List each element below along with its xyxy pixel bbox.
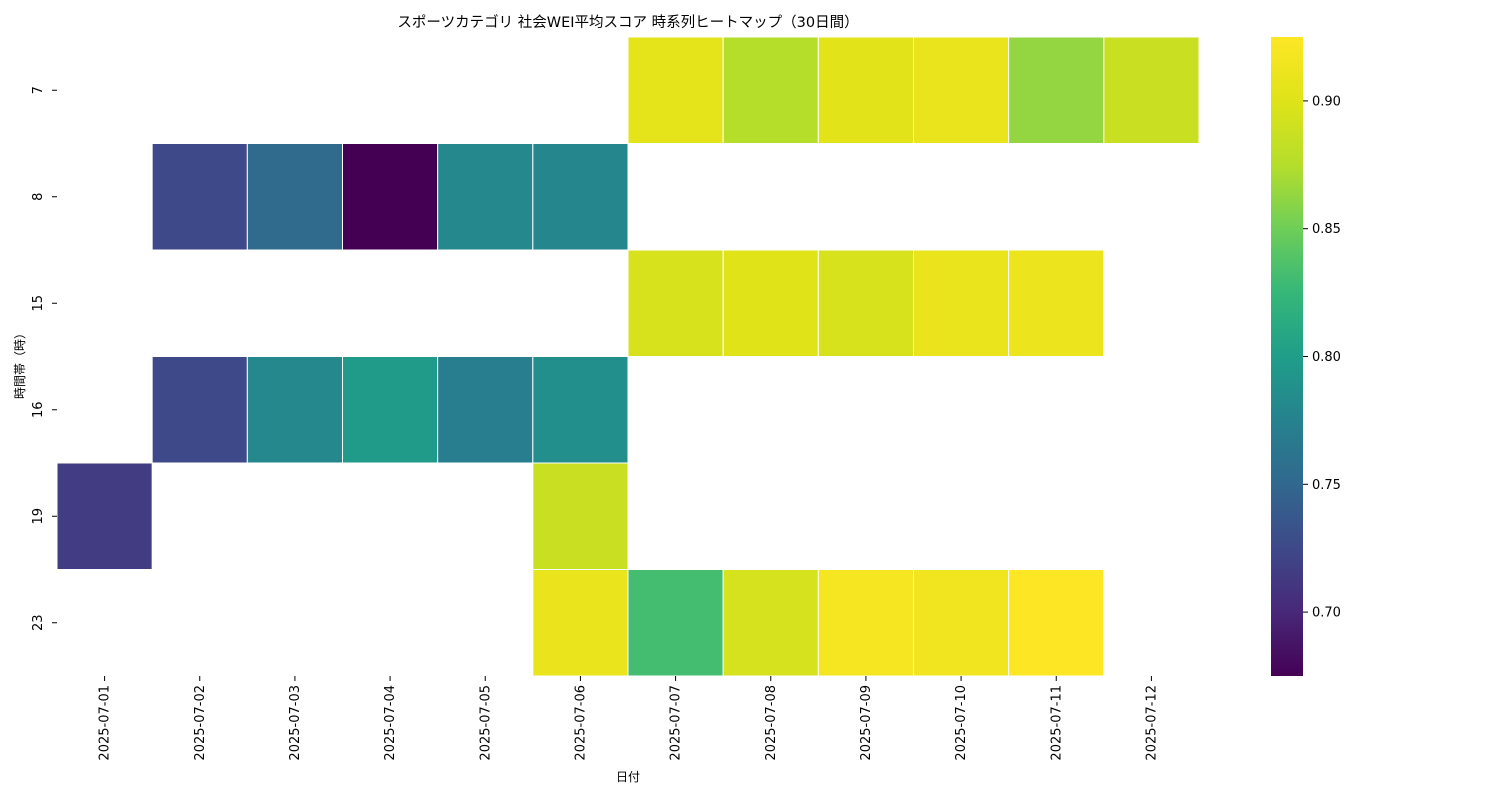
colorbar-gradient — [1271, 37, 1303, 676]
heatmap-cell — [722, 36, 819, 144]
x-tick-label: 2025-07-05 — [478, 685, 493, 761]
heatmap-cell — [532, 462, 629, 570]
heatmap-cell — [246, 356, 343, 464]
heatmap-cell — [532, 143, 629, 251]
heatmap-cell — [246, 143, 343, 251]
heatmap-cell — [342, 143, 439, 251]
colorbar-tick-label: 0.90 — [1312, 94, 1341, 109]
y-tick-label: 8 — [31, 193, 46, 201]
colorbar-tick-label: 0.70 — [1312, 606, 1341, 621]
heatmap-cell — [627, 569, 724, 677]
colorbar-tick-label: 0.80 — [1312, 350, 1341, 365]
x-tick-label: 2025-07-02 — [193, 685, 208, 761]
heatmap-cell — [817, 569, 914, 677]
y-tick-label: 16 — [31, 401, 46, 418]
heatmap-cell — [913, 36, 1010, 144]
x-tick-label: 2025-07-11 — [1049, 685, 1064, 761]
heatmap-cell — [56, 462, 153, 570]
y-axis-label: 時間帯（時） — [13, 327, 27, 399]
heatmap-cell — [1008, 249, 1105, 357]
heatmap-cell — [913, 569, 1010, 677]
x-axis: 2025-07-01 2025-07-02 2025-07-03 2025-07-04… — [98, 676, 1159, 761]
heatmap-cell — [722, 249, 819, 357]
heatmap-cell — [1103, 36, 1200, 144]
chart-title: スポーツカテゴリ 社会WEI平均スコア 時系列ヒートマップ（30日間） — [397, 13, 858, 31]
heatmap-cell — [437, 143, 534, 251]
heatmap-cell — [437, 356, 534, 464]
x-axis-label: 日付 — [616, 770, 640, 784]
heatmap-cell — [627, 249, 724, 357]
y-tick-label: 7 — [31, 86, 46, 94]
heatmap-cell — [817, 249, 914, 357]
colorbar-tick-label: 0.85 — [1312, 222, 1341, 237]
y-tick-label: 15 — [31, 295, 46, 312]
x-tick-label: 2025-07-06 — [573, 685, 588, 761]
colorbar: 0.70 0.75 0.80 0.85 0.90 — [1271, 37, 1341, 676]
heatmap-cell — [532, 569, 629, 677]
y-tick-label: 19 — [31, 508, 46, 525]
x-tick-label: 2025-07-04 — [383, 685, 398, 761]
x-tick-label: 2025-07-12 — [1144, 685, 1159, 761]
heatmap-cell — [1008, 36, 1105, 144]
heatmap-cell — [342, 356, 439, 464]
x-tick-label: 2025-07-08 — [764, 685, 779, 761]
x-tick-label: 2025-07-09 — [859, 685, 874, 761]
heatmap-cell — [913, 249, 1010, 357]
x-tick-label: 2025-07-01 — [98, 685, 113, 761]
x-tick-label: 2025-07-07 — [669, 685, 684, 761]
heatmap-cell — [722, 569, 819, 677]
heatmap-cell — [627, 36, 724, 144]
x-tick-label: 2025-07-10 — [954, 685, 969, 761]
heatmap-cell — [817, 36, 914, 144]
heatmap-cell — [151, 143, 248, 251]
heatmap-cells — [56, 36, 1200, 677]
y-tick-label: 23 — [31, 614, 46, 631]
heatmap-cell — [1008, 569, 1105, 677]
heatmap-cell — [532, 356, 629, 464]
colorbar-tick-label: 0.75 — [1312, 478, 1341, 493]
y-axis: 7 8 15 16 19 23 — [31, 86, 57, 631]
x-tick-label: 2025-07-03 — [288, 685, 303, 761]
heatmap-cell — [151, 356, 248, 464]
